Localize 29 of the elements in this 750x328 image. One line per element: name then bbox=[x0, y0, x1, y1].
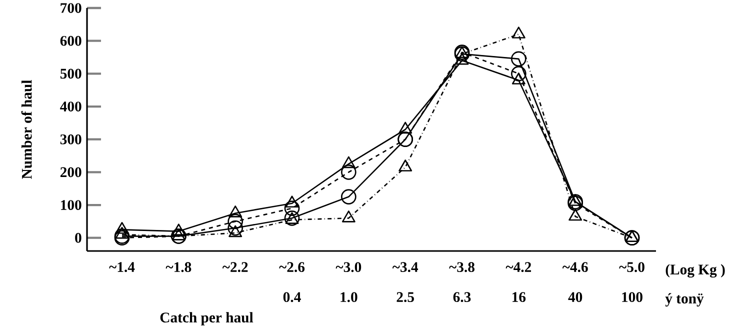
x-tick-label: ~1.8 bbox=[166, 262, 192, 272]
y-tick-label: 0 bbox=[75, 232, 82, 243]
y-tick-label: 400 bbox=[60, 102, 82, 112]
text: 16 bbox=[512, 292, 526, 302]
x-tick-label: ~1.4 bbox=[109, 262, 135, 272]
x-tick-label: ~3.8 bbox=[449, 262, 474, 272]
y-tick-label: 700 bbox=[60, 3, 82, 13]
text: 100 bbox=[622, 292, 642, 302]
y-axis-title: Number of haul bbox=[21, 80, 32, 179]
text: 1.0 bbox=[340, 292, 358, 302]
x-tick-label: ~5.0 bbox=[619, 262, 644, 272]
y-tick-label: 500 bbox=[60, 68, 82, 79]
text: 2.5 bbox=[396, 292, 414, 302]
y-tick-label: 100 bbox=[61, 200, 82, 210]
text: (Log Kg ) bbox=[666, 264, 725, 278]
x-axis-title: Catch per haul bbox=[160, 312, 254, 326]
x-tick-label: ~3.4 bbox=[392, 262, 418, 272]
y-tick-label: 600 bbox=[60, 36, 82, 46]
text: 0.4 bbox=[283, 292, 301, 302]
y-tick-label: 200 bbox=[60, 167, 82, 178]
x-tick-label: ~4.2 bbox=[506, 262, 532, 272]
x-tick-label: ~3.0 bbox=[336, 262, 362, 272]
text: 6.3 bbox=[453, 292, 471, 302]
x-tick-label: ~2.6 bbox=[279, 262, 305, 272]
text: 40 bbox=[568, 292, 582, 302]
x-tick-label: ~4.6 bbox=[562, 262, 588, 272]
text: ý tonÿ bbox=[665, 293, 704, 306]
x-tick-label: ~2.2 bbox=[222, 262, 248, 272]
y-tick-label: 300 bbox=[60, 134, 82, 144]
